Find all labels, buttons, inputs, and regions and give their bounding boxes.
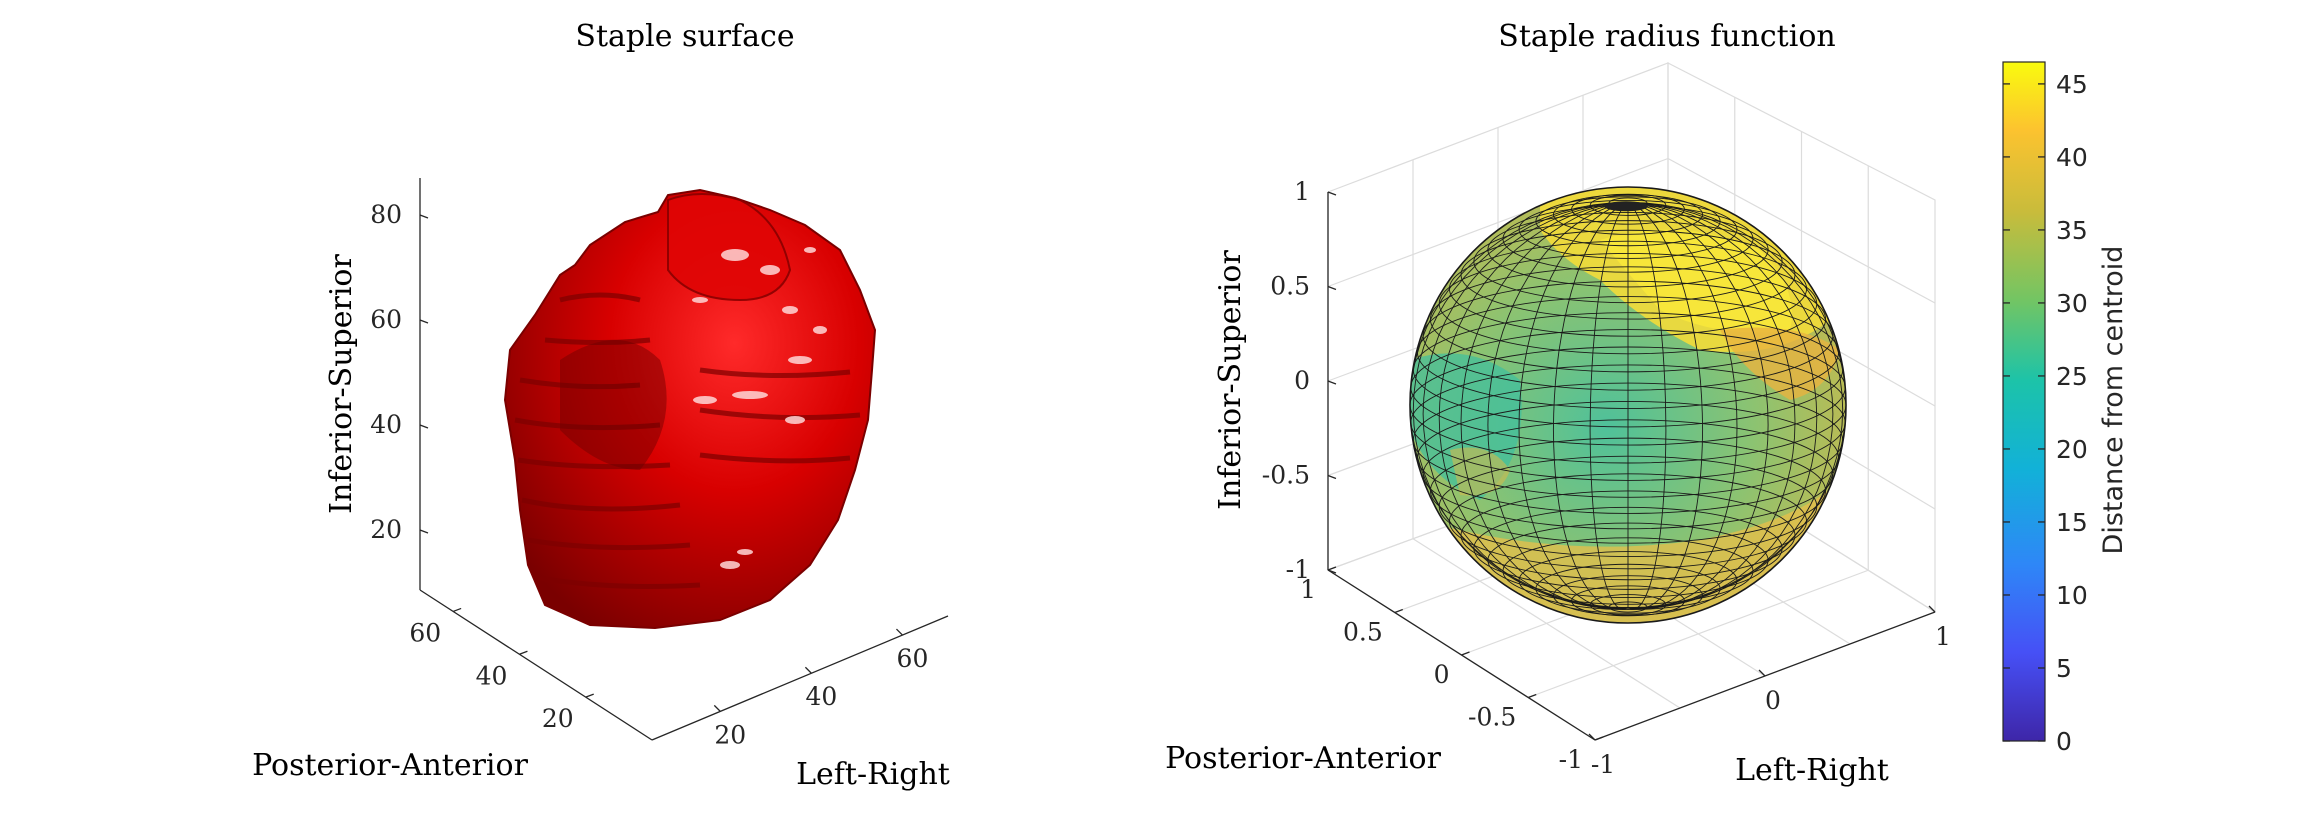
left-y-axis <box>419 589 653 741</box>
right-x-label: Left-Right <box>1735 753 1889 788</box>
left-x-tick-label: 60 <box>897 644 929 673</box>
colorbar-tick-label: 40 <box>2056 143 2088 172</box>
radius-function-panel: Staple radius function -1 -0.5 0 0.5 1 1 0.5 0… <box>1165 19 2129 788</box>
right-z-tick-label: 1 <box>1294 177 1310 206</box>
colorbar-tick-label: 10 <box>2056 581 2088 610</box>
right-y-label: Posterior-Anterior <box>1165 741 1442 776</box>
colorbar-label: Distance from centroid <box>2098 246 2129 555</box>
colorbar-gradient <box>2002 61 2046 742</box>
right-x-tick-label: -1 <box>1591 750 1615 779</box>
left-x-label: Left-Right <box>796 757 950 792</box>
left-title: Staple surface <box>575 19 794 54</box>
colorbar-tick-label: 20 <box>2056 435 2088 464</box>
colorbar-tick-label: 45 <box>2056 70 2088 99</box>
radius-sphere <box>1409 186 1847 624</box>
surface-body <box>503 188 877 630</box>
left-y-tick-label: 40 <box>476 661 508 690</box>
right-y-tick-label: 1 <box>1300 575 1316 604</box>
colorbar-tick-label: 5 <box>2056 654 2072 683</box>
staple-surface-panel: Staple surface 20 40 60 80 20 40 60 20 40 60 <box>252 19 950 792</box>
colorbar-tick-label: 35 <box>2056 216 2088 245</box>
left-z-ticks: 20 40 60 80 <box>370 200 429 544</box>
right-z-label: Inferior-Superior <box>1213 250 1248 510</box>
left-x-axis <box>651 615 949 741</box>
left-z-label: Inferior-Superior <box>324 254 359 514</box>
right-title: Staple radius function <box>1498 19 1835 54</box>
left-x-tick-label: 40 <box>805 682 837 711</box>
colorbar-tick-label: 30 <box>2056 289 2088 318</box>
right-z-ticks: -1 -0.5 0 0.5 1 <box>1262 177 1337 584</box>
left-y-tick-label: 60 <box>409 618 441 647</box>
right-z-tick-label: 0 <box>1294 366 1310 395</box>
colorbar-tick-label: 25 <box>2056 362 2088 391</box>
right-x-tick-label: 1 <box>1935 622 1951 651</box>
right-y-tick-label: 0.5 <box>1343 618 1383 647</box>
left-z-tick-label: 40 <box>370 410 402 439</box>
left-y-ticks: 20 40 60 <box>409 607 594 733</box>
right-y-tick-label: -1 <box>1559 745 1583 774</box>
left-z-tick-label: 60 <box>370 305 402 334</box>
colorbar: 0 5 10 15 20 25 30 35 40 45 Distance from centroi… <box>2002 61 2129 756</box>
right-y-tick-label: -0.5 <box>1468 703 1516 732</box>
right-z-tick-label: 0.5 <box>1270 272 1310 301</box>
staple-surface <box>503 188 877 630</box>
right-z-tick-label: -0.5 <box>1262 461 1310 490</box>
left-y-label: Posterior-Anterior <box>252 748 529 783</box>
right-y-ticks: 1 0.5 0 -0.5 -1 <box>1300 566 1604 774</box>
left-z-tick-label: 80 <box>370 200 402 229</box>
left-x-ticks: 20 40 60 <box>713 628 929 749</box>
right-x-tick-label: 0 <box>1765 686 1781 715</box>
right-x-ticks: -1 0 1 <box>1588 605 1951 779</box>
left-z-tick-label: 20 <box>370 515 402 544</box>
left-y-tick-label: 20 <box>542 704 574 733</box>
left-x-tick-label: 20 <box>714 720 746 749</box>
colorbar-ticks: 0 5 10 15 20 25 30 35 40 45 <box>2003 70 2088 756</box>
right-z-tick-label: -1 <box>1286 555 1310 584</box>
colorbar-tick-label: 15 <box>2056 508 2088 537</box>
colorbar-tick-label: 0 <box>2056 727 2072 756</box>
right-y-tick-label: 0 <box>1434 660 1450 689</box>
